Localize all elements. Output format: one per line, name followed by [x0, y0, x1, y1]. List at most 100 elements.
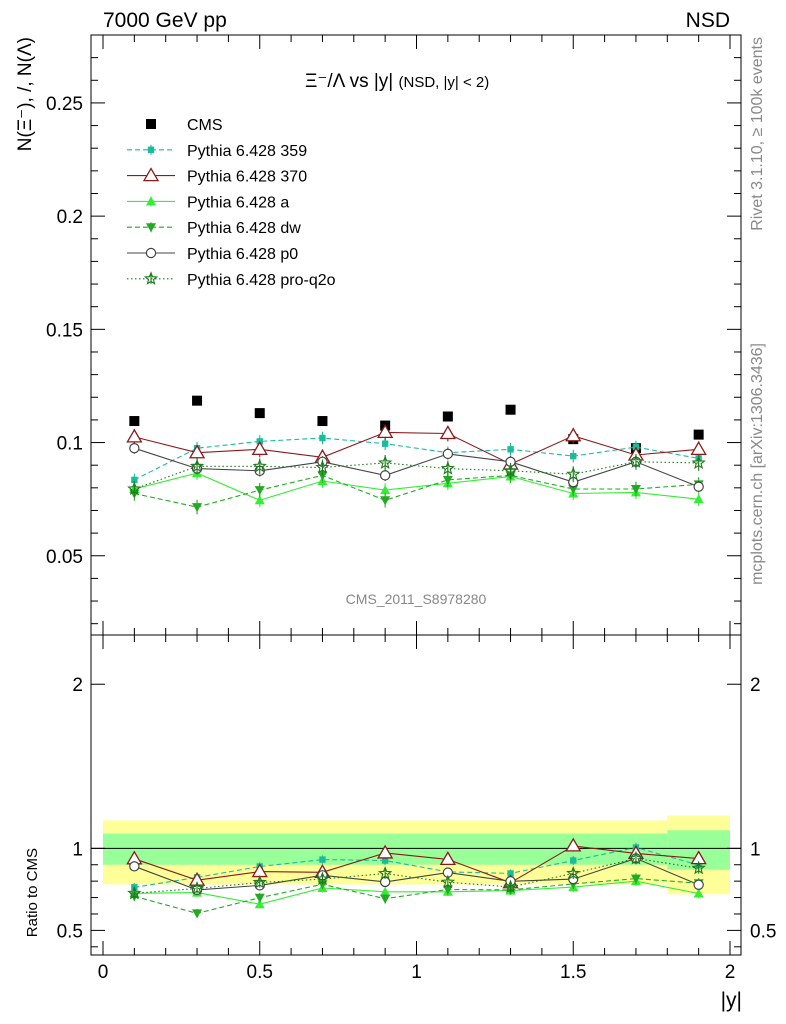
legend-marker — [145, 247, 157, 259]
data-point — [442, 411, 453, 422]
legend-entry: Pythia 6.428 359 — [127, 143, 307, 160]
y-tick-label: 0.15 — [46, 320, 83, 341]
data-point — [503, 463, 518, 477]
data-point — [380, 496, 391, 506]
y-tick-label: 0.2 — [57, 207, 83, 228]
series-3 — [129, 466, 704, 508]
ratio-line — [134, 878, 699, 914]
data-point — [254, 486, 265, 496]
series-line — [134, 447, 699, 488]
data-point — [628, 454, 644, 468]
ratio-point — [192, 909, 203, 919]
series-4 — [129, 468, 704, 515]
ratio-point — [628, 850, 644, 865]
data-point — [188, 444, 206, 459]
data-point — [192, 395, 203, 406]
series-line — [134, 472, 699, 501]
data-point — [439, 425, 456, 440]
ratio-point — [691, 860, 706, 875]
series-1 — [131, 431, 702, 487]
data-point — [127, 481, 142, 496]
data-point — [570, 452, 577, 460]
y-tick-label: 0.1 — [57, 434, 83, 455]
ratio-point — [507, 870, 514, 877]
data-point — [129, 443, 140, 454]
series-line — [134, 474, 699, 508]
data-point — [693, 429, 704, 440]
data-point — [690, 441, 707, 455]
data-point — [129, 416, 140, 427]
data-point — [252, 458, 267, 473]
legend-label: Pythia 6.428 a — [187, 194, 289, 211]
data-point — [566, 466, 581, 481]
analysis-watermark: CMS_2011_S8978280 — [346, 591, 487, 607]
ratio-point — [381, 857, 389, 864]
ratio-y-tick-label-right: 0.5 — [750, 921, 776, 942]
x-tick-label: 1.5 — [560, 962, 586, 983]
legend-label: Pythia 6.428 370 — [187, 169, 307, 186]
plot-title-main: Ξ⁻/Λ vs |y| — [305, 71, 393, 92]
x-axis-label: |y| — [721, 989, 742, 1012]
legend-label: Pythia 6.428 359 — [187, 143, 307, 160]
ratio-point — [254, 893, 265, 903]
ratio-line — [134, 857, 699, 891]
series-line — [134, 461, 699, 490]
data-point — [381, 440, 389, 447]
ratio-series-layer — [126, 837, 707, 919]
ratio-point — [566, 865, 581, 880]
series-line — [134, 437, 699, 481]
ratio-point — [129, 861, 140, 872]
legend-marker — [142, 167, 160, 182]
x-tick-label: 0.5 — [247, 962, 273, 983]
data-point — [440, 461, 455, 475]
data-point — [507, 446, 514, 453]
ratio-y-tick-label-right: 2 — [750, 675, 761, 696]
series-6 — [127, 453, 706, 497]
ratio-axis-ticks — [91, 635, 741, 955]
ratio-y-tick-label: 1 — [72, 839, 83, 860]
ratio-point — [380, 886, 391, 896]
x-tick-label: 2 — [725, 962, 736, 983]
ratio-point — [693, 879, 704, 891]
data-point — [691, 455, 706, 470]
legend-entry: Pythia 6.428 p0 — [127, 246, 298, 263]
legend-entry: Pythia 6.428 370 — [127, 167, 307, 186]
data-point — [254, 408, 265, 419]
data-point — [442, 448, 454, 460]
ratio-point — [380, 894, 391, 904]
plot-title: Ξ⁻/Λ vs |y| (NSD, |y| < 2) — [305, 71, 489, 92]
legend-label: Pythia 6.428 pro-q2o — [187, 272, 336, 289]
data-point — [630, 484, 641, 494]
ratio-y-axis-label: Ratio to CMS — [24, 848, 41, 937]
ratio-point — [439, 851, 456, 866]
ratio-point — [127, 885, 142, 900]
ratio-point — [693, 888, 704, 898]
header-left: 7000 GeV pp — [103, 9, 227, 32]
ratio-line — [134, 846, 699, 888]
data-point — [378, 455, 393, 470]
ratio-point — [440, 874, 455, 889]
header-right: NSD — [686, 9, 730, 32]
ratio-y-tick-label-right: 1 — [750, 839, 761, 860]
data-point — [380, 485, 391, 495]
data-point — [254, 495, 265, 505]
x-tick-label: 1 — [411, 962, 422, 983]
data-point — [126, 428, 143, 443]
ratio-point — [378, 866, 393, 880]
data-point — [192, 503, 203, 513]
legend-entry: Pythia 6.428 dw — [127, 220, 301, 237]
rivet-label: Rivet 3.1.10, ≥ 100k events — [749, 37, 766, 231]
y-tick-label: 0.05 — [46, 547, 83, 568]
mcplots-label: mcplots.cern.ch [arXiv:1306.3436] — [749, 343, 766, 585]
data-point — [251, 441, 268, 455]
data-point — [379, 470, 391, 481]
data-point — [131, 476, 138, 484]
legend-marker — [147, 146, 155, 153]
data-point — [505, 404, 516, 415]
legend-entry: CMS — [146, 117, 223, 134]
data-point — [693, 494, 704, 504]
ratio-plot-frame — [90, 634, 742, 956]
main-axis-ticks — [91, 35, 741, 635]
ratio-point — [377, 844, 394, 859]
